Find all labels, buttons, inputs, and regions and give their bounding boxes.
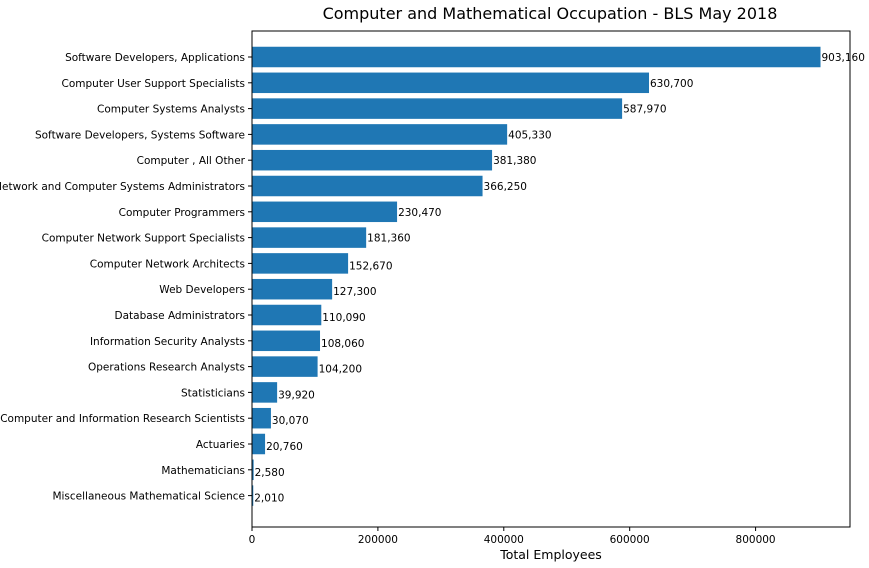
x-tick-label: 600000 xyxy=(610,534,650,546)
category-label: Information Security Analysts xyxy=(90,336,245,348)
x-tick-label: 0 xyxy=(249,534,256,546)
category-labels: Software Developers, Applications Compute… xyxy=(0,52,252,503)
value-label: 104,200 xyxy=(319,364,362,376)
bar xyxy=(252,227,367,248)
value-label: 366,250 xyxy=(484,181,527,193)
bar xyxy=(252,149,493,171)
bar xyxy=(252,407,271,429)
bar xyxy=(252,330,321,352)
value-label: 230,470 xyxy=(398,207,441,219)
category-label: Network and Computer Systems Administrat… xyxy=(0,181,245,193)
category-label: Software Developers, Systems Software xyxy=(35,129,245,141)
bar xyxy=(252,72,650,94)
plot-frame xyxy=(251,30,851,528)
x-axis-title: Total Employees xyxy=(499,547,602,562)
category-label: Computer Programmers xyxy=(119,207,245,219)
category-label: Mathematicians xyxy=(161,465,245,477)
value-label: 30,070 xyxy=(272,415,309,427)
value-label: 181,360 xyxy=(367,233,410,245)
x-tick-label: 200000 xyxy=(358,534,398,546)
value-label: 108,060 xyxy=(321,338,364,350)
bar xyxy=(252,46,821,68)
x-tick-label: 800000 xyxy=(736,534,776,546)
category-label: Computer Systems Analysts xyxy=(97,104,245,116)
value-label: 903,160 xyxy=(822,52,865,64)
bar xyxy=(252,485,254,506)
bar xyxy=(252,201,398,223)
bar xyxy=(252,124,508,145)
category-label: Miscellaneous Mathematical Science xyxy=(52,491,245,503)
value-label: 110,090 xyxy=(322,312,365,324)
value-label: 381,380 xyxy=(493,155,536,167)
bar xyxy=(252,356,318,377)
category-label: Computer , All Other xyxy=(137,155,246,167)
value-labels: 903,160 630,700 587,970 405,330 381,380 366,2… xyxy=(254,52,865,505)
category-label: Operations Research Analysts xyxy=(88,362,245,374)
category-label: Computer Network Architects xyxy=(90,258,245,270)
category-label: Actuaries xyxy=(196,439,245,451)
bar xyxy=(252,433,266,455)
x-axis: 0 200000 400000 600000 800000 xyxy=(249,527,776,546)
bar xyxy=(252,459,254,481)
category-label: Database Administrators xyxy=(115,310,246,322)
bars-layer xyxy=(252,46,821,506)
category-label: Computer and Information Research Scient… xyxy=(0,413,245,425)
category-label: Computer Network Support Specialists xyxy=(42,233,245,245)
value-label: 2,580 xyxy=(255,467,285,479)
value-label: 587,970 xyxy=(623,104,666,116)
bar xyxy=(252,278,333,300)
chart-title: Computer and Mathematical Occupation - B… xyxy=(323,4,778,23)
bar xyxy=(252,98,623,119)
bar xyxy=(252,304,322,326)
category-label: Statisticians xyxy=(181,387,245,399)
bar xyxy=(252,382,278,403)
category-label: Computer User Support Specialists xyxy=(62,78,245,90)
value-label: 20,760 xyxy=(266,441,303,453)
value-label: 2,010 xyxy=(254,493,284,505)
value-label: 127,300 xyxy=(333,286,376,298)
bar xyxy=(252,175,483,197)
category-label: Software Developers, Applications xyxy=(65,52,245,64)
x-tick-label: 400000 xyxy=(484,534,524,546)
bar xyxy=(252,253,349,274)
category-label: Web Developers xyxy=(159,284,245,296)
value-label: 39,920 xyxy=(278,389,315,401)
value-label: 405,330 xyxy=(508,129,551,141)
value-label: 152,670 xyxy=(349,260,392,272)
value-label: 630,700 xyxy=(650,78,693,90)
